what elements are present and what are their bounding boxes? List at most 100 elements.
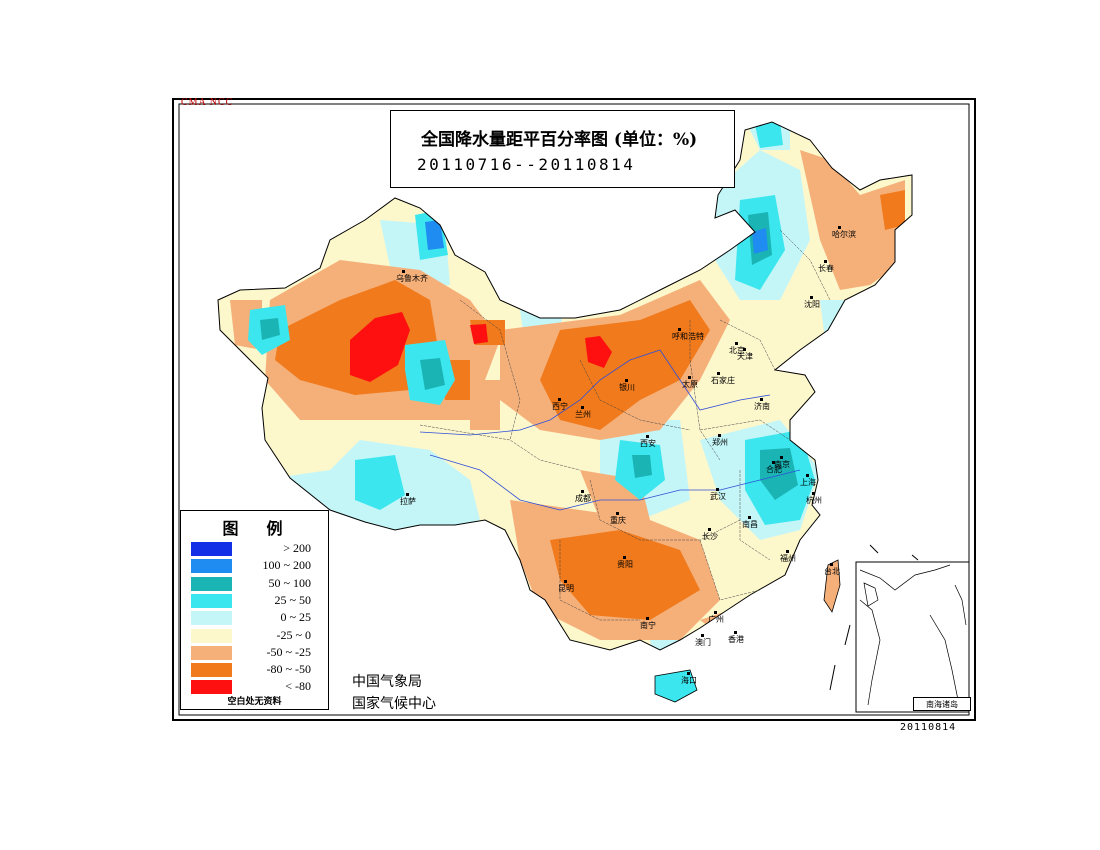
- city-marker: [406, 493, 409, 496]
- city-marker: [646, 435, 649, 438]
- legend-swatch: [191, 611, 232, 626]
- city-label-beijing: 北京: [729, 345, 745, 355]
- city-label-kunming: 昆明: [558, 584, 574, 593]
- city-label-harbin: 哈尔滨: [832, 229, 856, 239]
- city-marker: [558, 398, 561, 401]
- legend-item: -50 ~ -25: [191, 645, 323, 662]
- legend-label: > 200: [283, 541, 311, 555]
- city-label-yinchuan: 银川: [619, 382, 635, 392]
- anomaly-region: [585, 336, 612, 368]
- org-name-ncc: 国家气候中心: [352, 696, 436, 712]
- legend-swatch: [191, 628, 232, 643]
- city-label-xian: 西安: [640, 438, 656, 448]
- legend-swatch: [191, 559, 232, 574]
- city-label-haikou: 海口: [681, 675, 697, 685]
- org-name-cma: 中国气象局: [352, 674, 422, 690]
- hainan-island: [654, 669, 698, 703]
- date-stamp: 20110814: [900, 722, 957, 733]
- legend-swatch: [191, 663, 232, 678]
- city-label-shanghai: 上海: [800, 477, 816, 487]
- city-label-guiyang: 贵阳: [617, 559, 633, 569]
- anomaly-region: [800, 150, 905, 290]
- city-marker: [616, 512, 619, 515]
- map-title: 全国降水量距平百分率图 (单位：%): [421, 130, 698, 150]
- legend-item: 0 ~ 25: [191, 610, 323, 627]
- legend-item: 25 ~ 50: [191, 593, 323, 610]
- city-label-nanjing: 南京: [774, 459, 790, 469]
- anomaly-region: [752, 228, 768, 254]
- legend-label: -80 ~ -50: [266, 662, 311, 677]
- legend-note: 空白处无资料: [227, 697, 282, 707]
- title-box: 全国降水量距平百分率图 (单位：%) 20110716--20110814: [390, 110, 735, 188]
- city-label-urumqi: 乌鲁木齐: [396, 273, 428, 283]
- map-period: 20110716--20110814: [417, 155, 636, 174]
- legend-title: 图例: [222, 519, 311, 538]
- legend-label: 25 ~ 50: [274, 592, 312, 607]
- inset-label: 南海诸岛: [913, 697, 971, 711]
- city-label-tianjin: 天津: [737, 351, 753, 361]
- anomaly-region: [755, 122, 783, 148]
- legend-item: < -80: [191, 679, 323, 696]
- city-marker: [718, 434, 721, 437]
- city-marker: [810, 296, 813, 299]
- city-label-hangzhou: 杭州: [806, 495, 822, 505]
- city-label-guangzhou: 广州: [708, 614, 724, 624]
- city-label-lanzhou: 兰州: [575, 409, 591, 419]
- city-label-taipei: 台北: [824, 566, 840, 576]
- anomaly-region: [470, 380, 500, 430]
- legend-label: -50 ~ -25: [266, 644, 311, 659]
- city-marker: [780, 456, 783, 459]
- legend-swatch: [191, 645, 232, 660]
- city-marker: [786, 550, 789, 553]
- city-marker: [688, 376, 691, 379]
- city-label-jinan: 济南: [754, 401, 770, 411]
- city-label-shijiazhuang: 石家庄: [711, 375, 735, 385]
- city-label-hohhot: 呼和浩特: [672, 331, 704, 341]
- anomaly-region: [470, 324, 488, 344]
- legend-label: 0 ~ 25: [280, 610, 312, 625]
- city-label-lhasa: 拉萨: [400, 496, 416, 506]
- city-marker: [714, 611, 717, 614]
- city-label-zhengzhou: 郑州: [712, 437, 728, 447]
- city-marker: [646, 617, 649, 620]
- anomaly-region: [355, 455, 405, 510]
- anomaly-region: [350, 312, 410, 382]
- anomaly-region: [420, 358, 445, 390]
- city-marker: [716, 488, 719, 491]
- city-label-hefei: 合肥: [766, 464, 782, 474]
- city-marker: [678, 328, 681, 331]
- legend-swatch: [191, 593, 232, 608]
- legend: 图例 > 200 100 ~ 200 50 ~ 100 25 ~ 50 0 ~ 25 -2…: [180, 510, 329, 710]
- city-label-nanchang: 南昌: [742, 519, 758, 529]
- city-marker: [581, 406, 584, 409]
- sea-boundary-marks: [829, 544, 919, 691]
- legend-label: -25 ~ 0: [276, 627, 312, 642]
- city-label-fuzhou: 福州: [780, 554, 796, 563]
- legend-swatch: [191, 576, 232, 591]
- legend-item: -80 ~ -50: [191, 662, 323, 679]
- city-marker: [581, 490, 584, 493]
- city-marker: [806, 474, 809, 477]
- city-marker: [812, 492, 815, 495]
- city-marker: [625, 379, 628, 382]
- city-label-taiyuan: 太原: [682, 379, 698, 389]
- city-marker: [402, 270, 405, 273]
- city-label-macao: 澳门: [695, 637, 711, 647]
- legend-item: 50 ~ 100: [191, 576, 323, 593]
- city-label-changchun: 长春: [818, 263, 834, 273]
- legend-item: > 200: [191, 541, 323, 558]
- south-sea-inset: [855, 561, 970, 713]
- city-label-hongkong: 香港: [728, 634, 744, 644]
- anomaly-region: [632, 455, 652, 478]
- city-marker: [830, 563, 833, 566]
- city-marker: [701, 634, 704, 637]
- city-label-shenyang: 沈阳: [804, 299, 820, 309]
- city-marker: [760, 398, 763, 401]
- city-label-changsha: 长沙: [702, 531, 718, 541]
- legend-item: 100 ~ 200: [191, 558, 323, 575]
- city-marker: [772, 461, 775, 464]
- city-label-nanning: 南宁: [640, 620, 656, 630]
- city-marker: [734, 631, 737, 634]
- city-marker: [687, 672, 690, 675]
